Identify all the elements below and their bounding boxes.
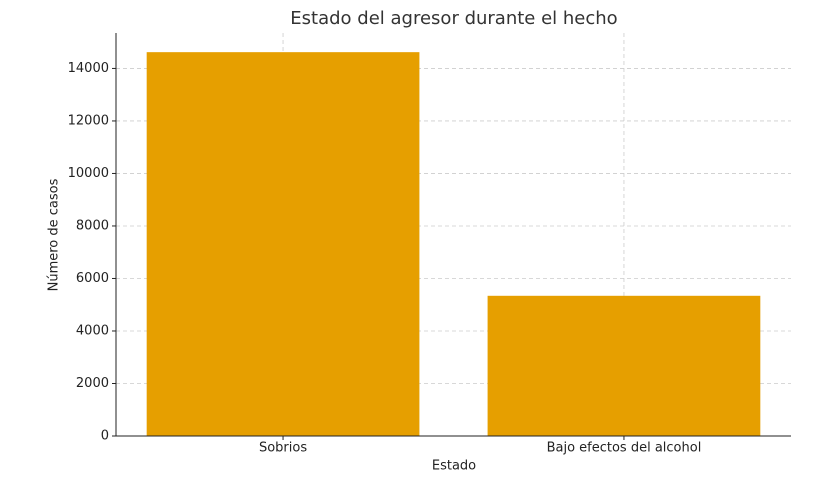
y-tick-label: 12000 xyxy=(68,113,109,128)
y-axis-label: Número de casos xyxy=(47,178,62,291)
x-tick-label: Sobrios xyxy=(259,441,307,456)
y-tick-label: 8000 xyxy=(76,218,109,233)
y-tick-label: 2000 xyxy=(76,376,109,391)
y-tick-label: 4000 xyxy=(76,323,109,338)
y-tick-label: 10000 xyxy=(68,166,109,181)
y-tick-label: 0 xyxy=(101,429,109,444)
y-tick-label: 14000 xyxy=(68,61,109,76)
x-tick-label: Bajo efectos del alcohol xyxy=(547,441,702,456)
bar xyxy=(146,52,420,437)
x-axis-label: Estado xyxy=(432,459,476,474)
bar xyxy=(487,295,761,436)
y-tick-label: 6000 xyxy=(76,271,109,286)
chart-title: Estado del agresor durante el hecho xyxy=(290,8,617,29)
